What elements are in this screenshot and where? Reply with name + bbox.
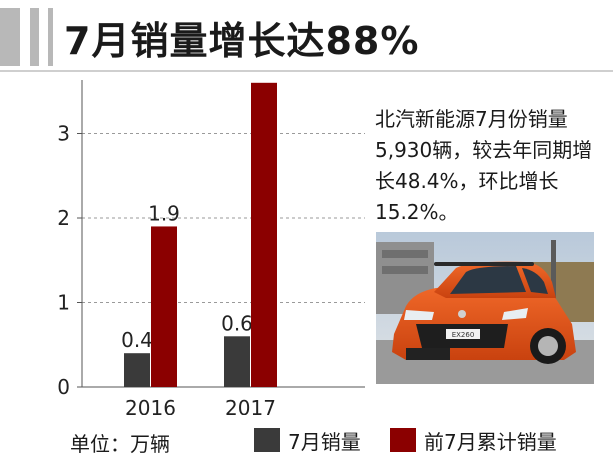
bar (224, 336, 250, 387)
legend-item-monthly: 7月销量 (254, 426, 361, 454)
legend-label-cumulative: 前7月累计销量 (424, 429, 557, 454)
legend-swatch-monthly (254, 428, 280, 452)
car-badge-text: EX260 (452, 331, 475, 339)
bar (151, 226, 177, 387)
bar (124, 353, 150, 387)
page-title: 7月销量增长达88% (64, 19, 420, 63)
title-stripe (48, 8, 53, 66)
y-tick-label: 1 (57, 291, 70, 315)
y-tick-label: 2 (57, 206, 70, 230)
title-bar: 7月销量增长达88% (0, 0, 613, 74)
car-photo: EX260 (376, 232, 594, 384)
x-tick-label: 2017 (225, 396, 276, 415)
y-tick-label: 0 (57, 375, 70, 399)
x-tick-label: 2016 (125, 396, 176, 415)
data-label: 0.6 (221, 311, 253, 335)
title-stripe (0, 8, 20, 66)
title-divider (0, 70, 613, 72)
legend-item-cumulative: 前7月累计销量 (390, 426, 557, 454)
data-label: 1.9 (148, 201, 180, 225)
bar (251, 82, 277, 388)
legend-label-monthly: 7月销量 (288, 429, 361, 454)
chart-footer: 单位：万辆 7月销量 前7月累计销量 (0, 420, 613, 460)
data-label: 0.4 (121, 328, 153, 352)
sales-note: 北汽新能源7月份销量5,930辆，较去年同期增长48.4%，环比增长15.2%。 (375, 107, 593, 224)
y-tick-label: 3 (57, 122, 70, 146)
data-label: 3.6 (248, 80, 280, 82)
legend-swatch-cumulative (390, 428, 416, 452)
bar-chart: 0 1 2 3 0.4 1.9 2016 0.6 3.6 2017 (57, 80, 365, 415)
title-stripe (30, 8, 39, 66)
unit-label: 单位：万辆 (70, 432, 170, 456)
